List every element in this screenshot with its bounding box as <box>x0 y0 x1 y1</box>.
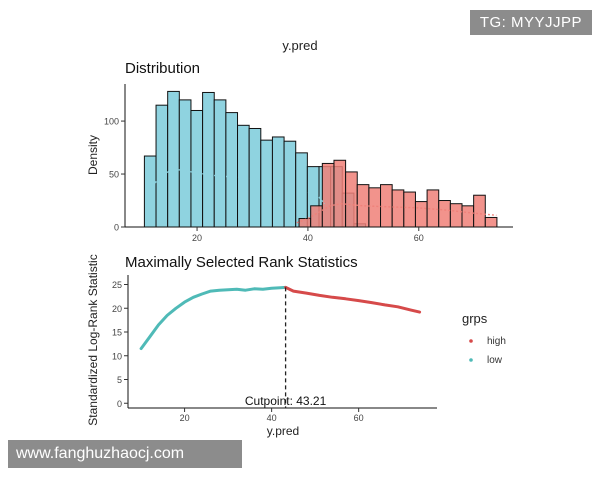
rank-statistics-axes: 0 5 10 15 20 25 20 40 60 <box>112 275 437 423</box>
legend-label-high: high <box>487 336 506 347</box>
histogram-bar-low <box>167 90 180 228</box>
histogram-bar-low <box>237 124 250 228</box>
watermark-top: TG: MYYJJPP <box>469 10 592 35</box>
rank-line-high <box>284 285 422 314</box>
histogram-bar-high <box>403 191 416 228</box>
rank-statistic-lines <box>139 285 422 351</box>
x-tick-label: 20 <box>192 233 202 243</box>
x-tick-label: 60 <box>414 233 424 243</box>
histogram-bar-high <box>473 194 486 228</box>
histogram-bar-high <box>333 159 347 228</box>
histogram-bar-high <box>321 162 335 228</box>
histogram-bar-high <box>484 216 498 228</box>
legend-marker-low <box>469 358 473 362</box>
x-tick-label: 20 <box>180 413 190 423</box>
distribution-panel: Distribution Density 0 50 100 20 40 60 <box>86 60 513 243</box>
rank-statistics-panel: Maximally Selected Rank Statistics Stand… <box>86 254 437 438</box>
rank-statistics-title: Maximally Selected Rank Statistics <box>125 254 358 271</box>
density-curve-low <box>146 169 326 205</box>
density-curve-high <box>296 202 497 224</box>
histogram-bar-low <box>190 109 204 228</box>
y-tick-label: 10 <box>112 351 122 361</box>
y-tick-label: 50 <box>109 170 119 180</box>
y-tick-label: 5 <box>117 375 122 385</box>
watermark-bottom: www.fanghuzhaocj.com <box>8 440 242 468</box>
histogram-bar-low <box>225 112 239 228</box>
histogram-bar-low <box>202 91 215 228</box>
legend-title: grps <box>462 311 488 326</box>
x-tick-label: 40 <box>267 413 277 423</box>
histogram-bar-high <box>391 189 405 228</box>
histogram-bar-low <box>260 139 273 228</box>
histogram-bar-high <box>356 184 370 228</box>
histogram-bar-low <box>178 99 192 228</box>
density-axis-label: Density <box>86 135 100 175</box>
legend: grps high low <box>462 311 506 366</box>
histogram-bar-low <box>143 155 157 228</box>
histogram-bar-high <box>345 171 358 228</box>
x-tick-label: 60 <box>354 413 364 423</box>
histogram-bar-high <box>414 201 428 228</box>
y-tick-label: 0 <box>114 223 119 233</box>
legend-marker-high <box>469 339 473 343</box>
histogram-bar-high <box>461 205 475 228</box>
x-tick-label: 40 <box>303 233 313 243</box>
distribution-title: Distribution <box>125 60 200 77</box>
legend-label-low: low <box>487 355 503 366</box>
density-curves <box>146 169 497 224</box>
y-tick-label: 100 <box>104 117 119 127</box>
histogram-bar-high <box>368 187 382 228</box>
rank-line-low <box>139 285 288 351</box>
histogram-bar-high <box>438 200 451 228</box>
histogram-bar-high <box>449 203 463 228</box>
cutpoint-label: Cutpoint: 43.21 <box>245 394 327 408</box>
y-tick-label: 0 <box>117 399 122 409</box>
histogram-bar-high <box>380 184 393 228</box>
log-rank-axis-label: Standardized Log-Rank Statistic <box>86 254 100 425</box>
bottom-x-axis-label: y.pred <box>267 424 299 438</box>
y-tick-label: 20 <box>112 304 122 314</box>
y-tick-label: 25 <box>112 280 122 290</box>
histogram-bar-low <box>213 99 227 228</box>
figure-title: y.pred <box>282 38 317 53</box>
y-tick-label: 15 <box>112 328 122 338</box>
histogram-bar-low <box>155 104 169 228</box>
histogram-bars <box>143 90 498 228</box>
distribution-axes: 0 50 100 20 40 60 <box>104 84 513 243</box>
